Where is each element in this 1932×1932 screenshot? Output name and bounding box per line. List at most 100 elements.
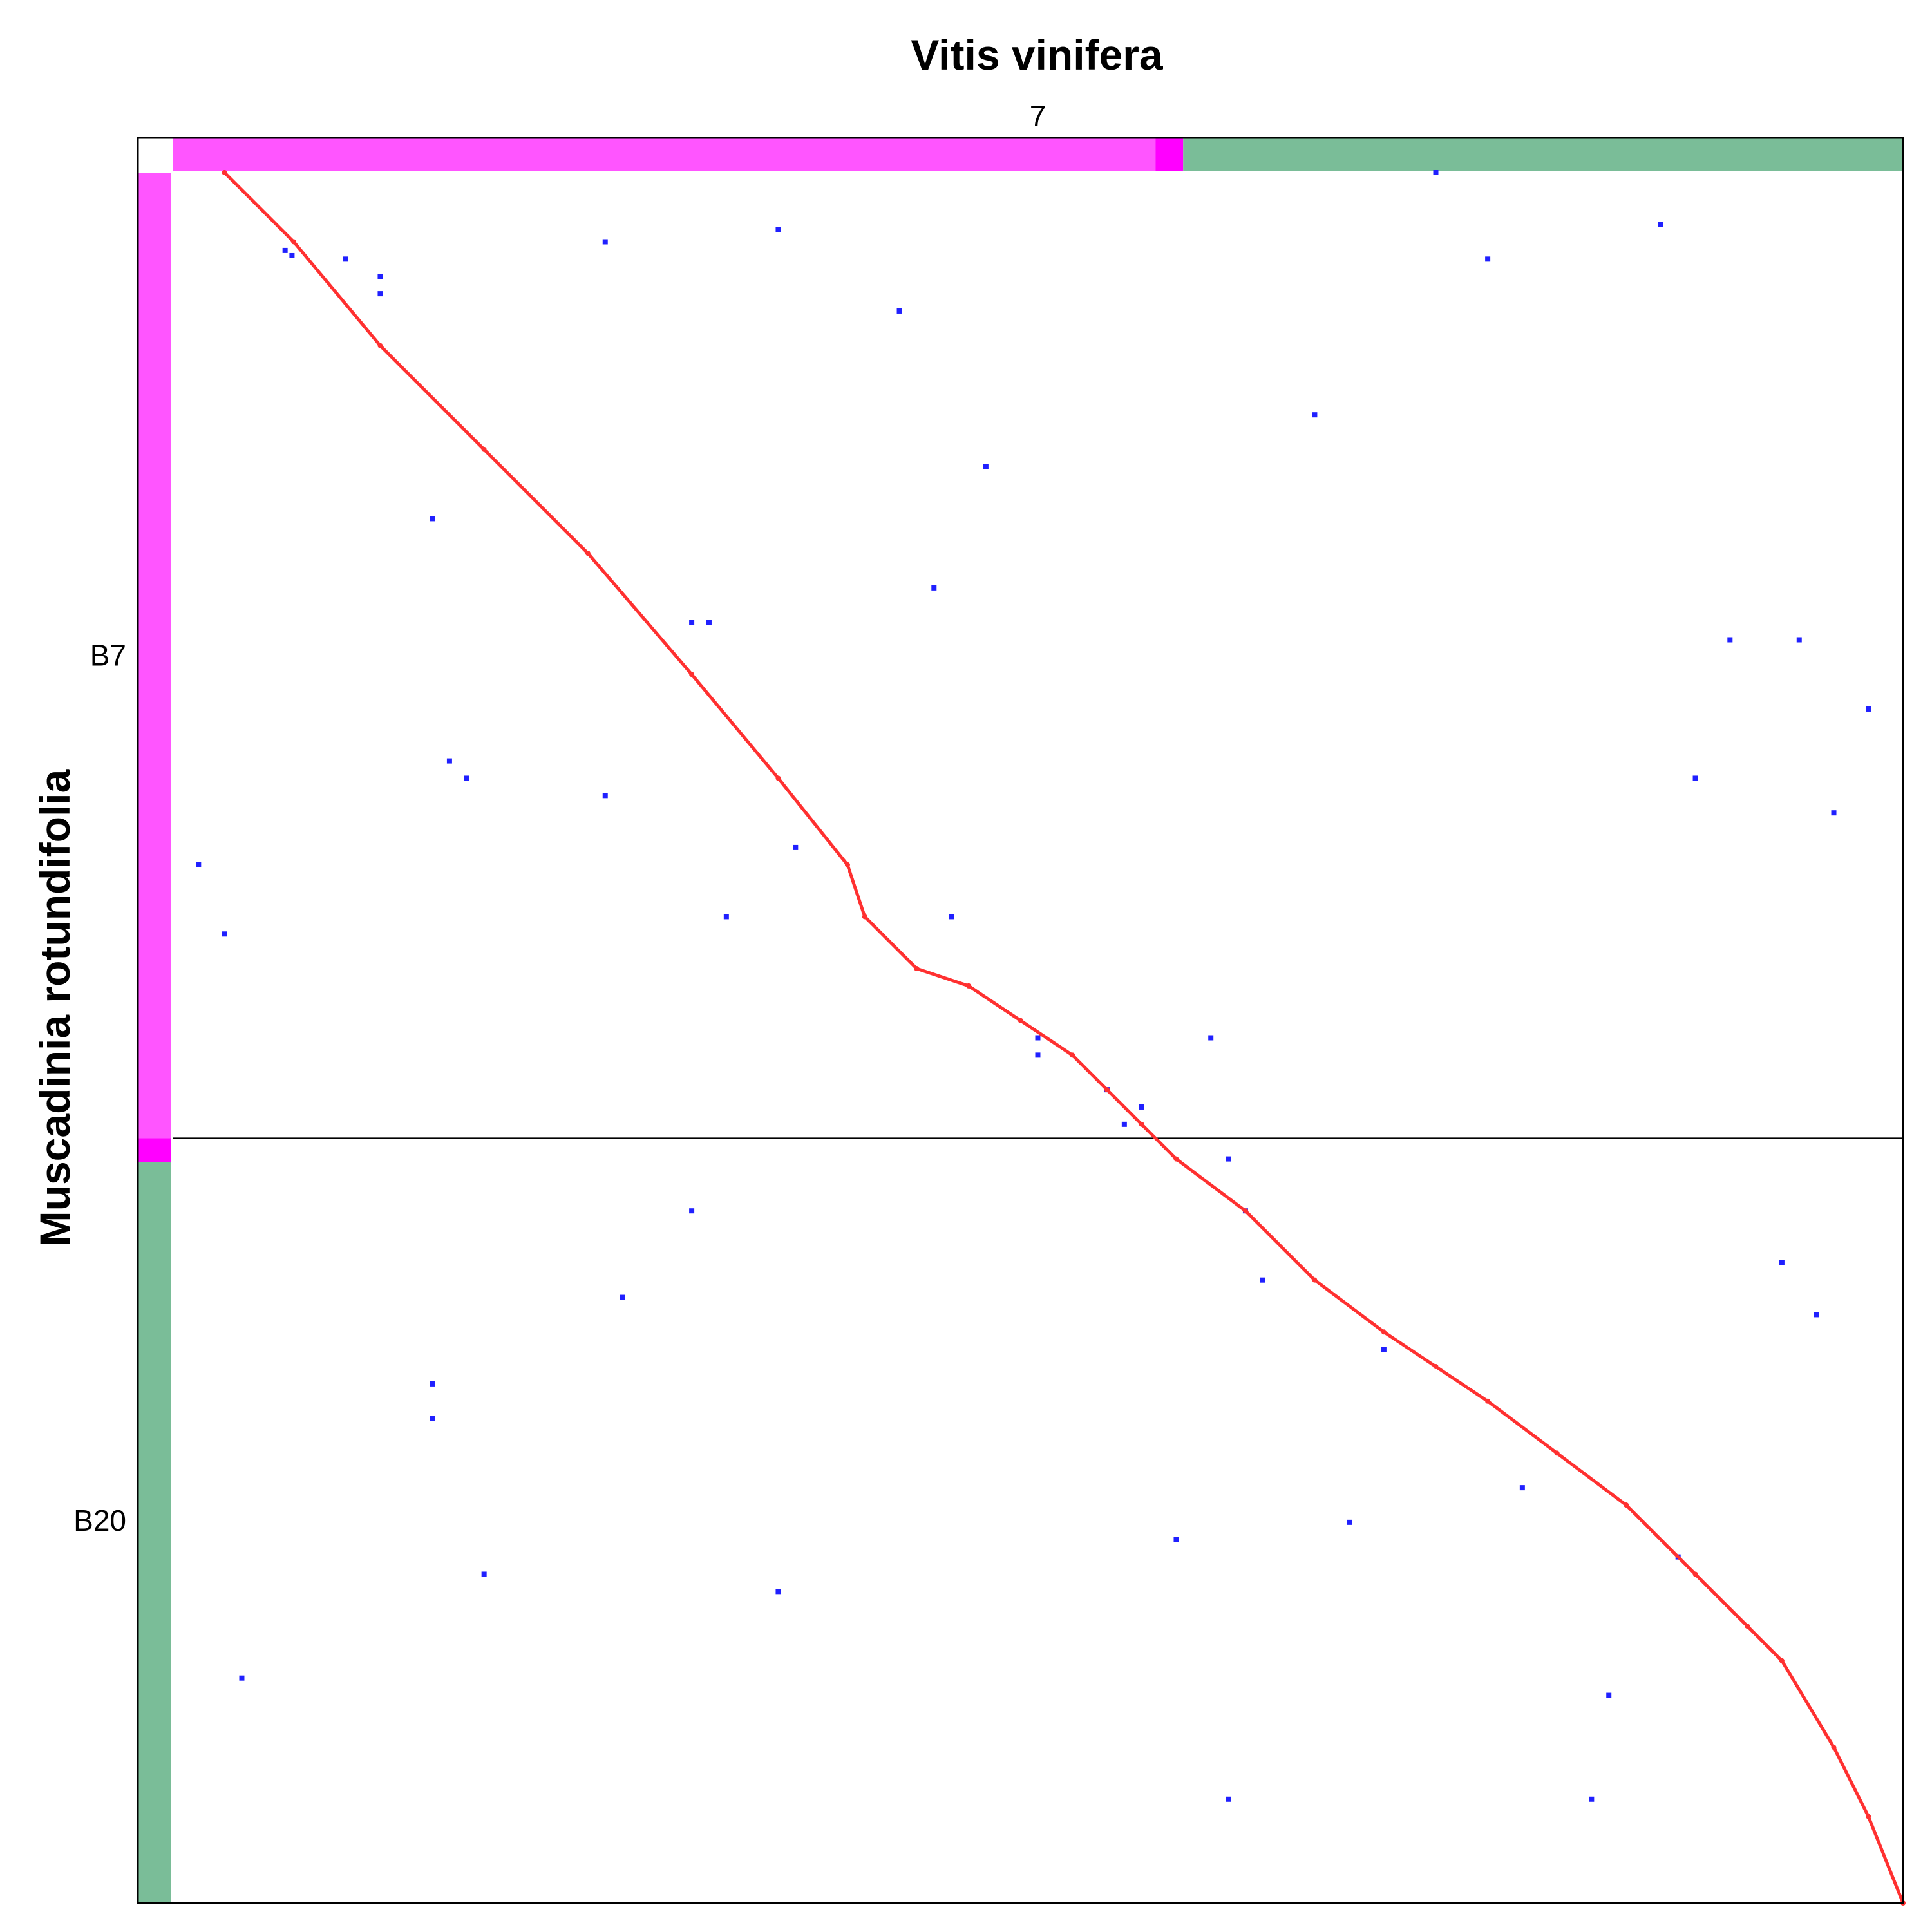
- diagonal-point: [1242, 1208, 1248, 1214]
- y-karyotype-bar: [138, 173, 171, 1903]
- diagonal-point: [291, 239, 297, 245]
- diagonal-point: [689, 672, 695, 677]
- other-hit-point: [1727, 637, 1733, 643]
- diagonal-segment: [914, 967, 971, 988]
- other-hit-point: [1779, 1260, 1785, 1265]
- diagonal-point: [1139, 1121, 1144, 1127]
- diagonal-segment: [1555, 1451, 1628, 1507]
- y-axis-label: Muscadinia rotundifolia: [31, 768, 79, 1246]
- other-hit-point: [1173, 1537, 1179, 1542]
- other-hit-point: [1658, 222, 1663, 227]
- other-hit-point: [1831, 810, 1837, 816]
- other-hit-point: [949, 914, 954, 920]
- diagonal-segment: [1624, 1503, 1698, 1576]
- diagonal-segment: [1694, 1572, 1749, 1628]
- diagonal-segment: [1174, 1157, 1247, 1213]
- other-hit-point: [289, 252, 295, 258]
- diagonal-point: [1554, 1450, 1560, 1456]
- diagonal-point: [914, 966, 920, 972]
- other-hit-point: [196, 862, 202, 867]
- other-hit-point: [446, 758, 452, 764]
- diagonal-segment: [1434, 1365, 1490, 1403]
- x-band-1: [1155, 138, 1184, 171]
- diagonal-point: [1745, 1624, 1750, 1629]
- other-hit-point: [1692, 775, 1698, 781]
- other-hit-point: [689, 620, 695, 625]
- diagonal-segment: [1486, 1399, 1559, 1455]
- diagonal-point: [1624, 1502, 1629, 1508]
- other-hit-point: [282, 247, 288, 253]
- diagonal-point: [844, 862, 850, 867]
- other-hit-point: [983, 464, 989, 469]
- diagonal-segment: [482, 448, 590, 555]
- diagonal-segment: [292, 240, 382, 348]
- diagonal-segment: [776, 776, 849, 867]
- outer-frame: [137, 137, 1904, 1904]
- diagonal-segment: [967, 984, 1023, 1023]
- diagonal-point: [1433, 1364, 1439, 1370]
- y-chromosome-label-0: B7: [90, 639, 126, 672]
- other-hit-point: [430, 1416, 435, 1421]
- y-chromosome-labels: B7 B20: [73, 639, 126, 1538]
- diagonal-segment: [846, 863, 867, 918]
- diagonal-segment: [1244, 1209, 1316, 1282]
- other-hit-point: [1381, 1347, 1387, 1352]
- diagonal-point: [862, 914, 867, 920]
- other-hit-point: [602, 239, 608, 245]
- diagonal-segment: [378, 344, 486, 451]
- other-hit-point: [1139, 1104, 1144, 1110]
- y-band-1: [138, 1138, 171, 1162]
- other-hit-point: [1035, 1052, 1041, 1058]
- other-hit-point: [377, 291, 383, 297]
- diagonal-segment: [1070, 1053, 1109, 1092]
- diagonal-point: [481, 446, 487, 452]
- series-synteny-diagonal: [222, 170, 1906, 1906]
- diagonal-segment: [863, 914, 918, 971]
- other-hit-point: [723, 914, 729, 920]
- series-other-hits: [196, 170, 1871, 1802]
- diagonal-segment: [1382, 1330, 1438, 1368]
- diagonal-point: [1173, 1156, 1179, 1162]
- other-hit-point: [1260, 1277, 1265, 1283]
- other-hit-point: [775, 227, 781, 232]
- other-hit-point: [1796, 637, 1802, 643]
- diagonal-point: [1831, 1745, 1837, 1750]
- diagonal-point: [1312, 1277, 1318, 1283]
- diagonal-segment: [1140, 1122, 1178, 1161]
- x-band-2: [1183, 138, 1903, 171]
- other-hit-point: [430, 516, 435, 522]
- diagonal-point: [1779, 1658, 1785, 1663]
- diagonal-segment: [1019, 1019, 1074, 1057]
- chart-title: Vitis vinifera: [911, 31, 1164, 79]
- diagonal-point: [1018, 1018, 1023, 1023]
- other-hit-point: [1035, 1035, 1041, 1041]
- other-hit-point: [1226, 1796, 1231, 1802]
- x-band-0: [173, 138, 1156, 171]
- other-hit-point: [620, 1294, 625, 1300]
- diagonal-segment: [1832, 1745, 1870, 1819]
- other-hit-point: [1208, 1035, 1214, 1041]
- other-hit-point: [896, 308, 902, 314]
- diagonal-point: [1104, 1087, 1110, 1093]
- y-chromosome-label-1: B20: [73, 1504, 126, 1537]
- diagonal-segment: [223, 171, 296, 243]
- diagonal-point: [585, 551, 591, 556]
- diagonal-segment: [1780, 1659, 1836, 1749]
- other-hit-point: [1226, 1156, 1231, 1162]
- diagonal-point: [1866, 1814, 1871, 1819]
- diagonal-segment: [586, 551, 694, 676]
- diagonal-point: [1485, 1398, 1491, 1404]
- other-hit-point: [706, 620, 712, 625]
- other-hit-point: [222, 931, 227, 937]
- y-band-2: [138, 1162, 171, 1903]
- other-hit-point: [1606, 1692, 1612, 1698]
- other-hit-point: [602, 793, 608, 799]
- other-hit-point: [377, 274, 383, 279]
- other-hit-point: [1433, 170, 1439, 175]
- other-hit-point: [1589, 1796, 1595, 1802]
- x-chromosome-label-0: 7: [1030, 99, 1046, 133]
- other-hit-point: [481, 1571, 487, 1577]
- other-hit-point: [931, 585, 937, 591]
- other-hit-point: [343, 256, 348, 262]
